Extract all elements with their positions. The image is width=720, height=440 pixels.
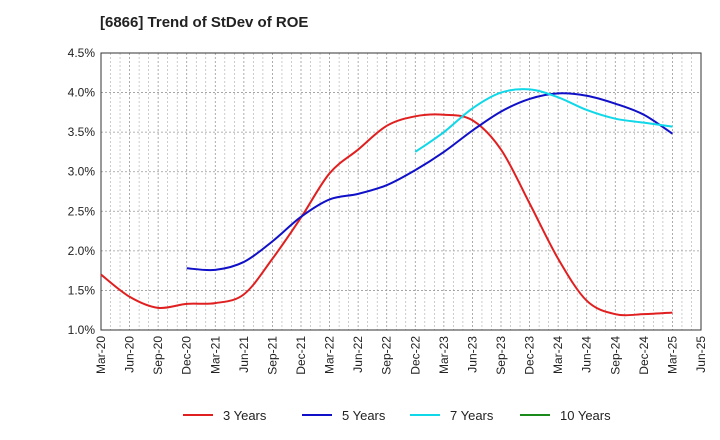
y-tick-label: 1.0% [68, 323, 96, 337]
x-tick-label: Mar-23 [437, 336, 451, 374]
y-axis-ticks: 1.0% 1.5% 2.0% 2.5% 3.0% 3.5% 4.0% 4.5% [68, 46, 96, 337]
x-tick-label: Dec-23 [523, 336, 537, 375]
y-tick-label: 1.5% [68, 283, 96, 297]
x-tick-label: Sep-24 [608, 336, 622, 375]
series-line-7-years [414, 88, 673, 153]
y-tick-label: 4.0% [68, 86, 96, 100]
plot-area [101, 53, 701, 330]
chart-title: [6866] Trend of StDev of ROE [100, 14, 309, 31]
x-tick-label: Mar-25 [665, 336, 679, 374]
y-tick-label: 2.0% [68, 244, 96, 258]
x-tick-label: Jun-21 [237, 336, 251, 373]
y-tick-label: 2.5% [68, 204, 96, 218]
legend-label: 3 Years [223, 408, 267, 423]
series-lines [100, 88, 673, 317]
y-tick-label: 3.5% [68, 125, 96, 139]
x-tick-label: Dec-21 [294, 336, 308, 375]
legend: 3 Years 5 Years 7 Years 10 Years [183, 408, 611, 423]
x-tick-label: Mar-21 [208, 336, 222, 374]
legend-label: 10 Years [560, 408, 611, 423]
x-tick-label: Mar-22 [323, 336, 337, 374]
x-tick-label: Dec-20 [180, 336, 194, 375]
series-line-3-years [100, 113, 673, 317]
x-tick-label: Dec-22 [408, 336, 422, 375]
y-tick-label: 4.5% [68, 46, 96, 60]
x-tick-label: Jun-23 [465, 336, 479, 373]
x-tick-label: Mar-24 [551, 336, 565, 374]
x-tick-label: Dec-24 [637, 336, 651, 375]
x-tick-label: Jun-22 [351, 336, 365, 373]
x-tick-label: Sep-23 [494, 336, 508, 375]
grid-lines [101, 53, 701, 330]
x-axis-ticks: Mar-20 Jun-20 Sep-20 Dec-20 Mar-21 Jun-21 Sep-… [94, 336, 708, 375]
y-tick-label: 3.0% [68, 165, 96, 179]
x-tick-label: Jun-24 [580, 336, 594, 373]
plot-border [100, 52, 702, 331]
legend-label: 5 Years [342, 408, 386, 423]
x-tick-label: Jun-25 [694, 336, 708, 373]
x-tick-label: Mar-20 [94, 336, 108, 374]
series-line-5-years [186, 92, 673, 272]
x-tick-label: Sep-20 [151, 336, 165, 375]
x-tick-label: Sep-21 [265, 336, 279, 375]
x-tick-label: Sep-22 [380, 336, 394, 375]
legend-label: 7 Years [450, 408, 494, 423]
x-tick-label: Jun-20 [123, 336, 137, 373]
